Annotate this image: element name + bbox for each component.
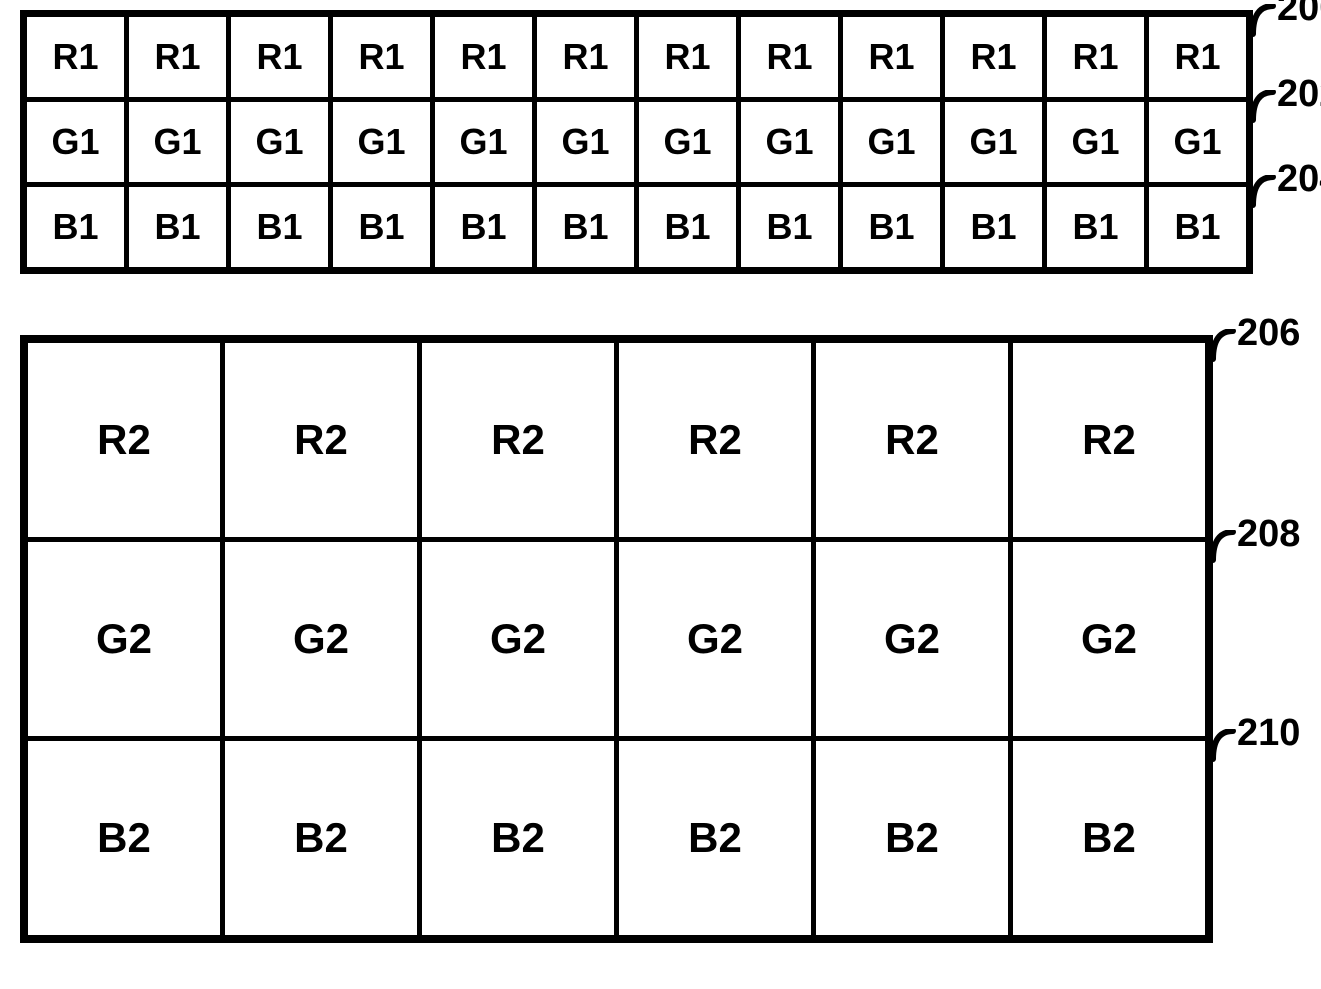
cell: R1 [127, 14, 229, 100]
cell: G2 [617, 540, 814, 739]
cell: R2 [420, 339, 617, 540]
cell: B2 [420, 739, 617, 940]
cell: G1 [24, 100, 127, 185]
cell: R1 [1147, 14, 1250, 100]
callout-hook-icon [1251, 4, 1277, 38]
callout-204: 204 [1251, 175, 1277, 209]
callout-hook-icon [1251, 175, 1277, 209]
cell: G2 [420, 540, 617, 739]
cell: R1 [1045, 14, 1147, 100]
cell: G1 [535, 100, 637, 185]
callout-206: 206 [1211, 329, 1237, 363]
cell: G2 [223, 540, 420, 739]
cell: B1 [943, 185, 1045, 271]
cell: B1 [127, 185, 229, 271]
cell: R1 [229, 14, 331, 100]
cell: G2 [1011, 540, 1210, 739]
cell: G1 [841, 100, 943, 185]
cell: G1 [1147, 100, 1250, 185]
cell: G1 [739, 100, 841, 185]
callout-208: 208 [1211, 530, 1237, 564]
grid2-row-g: G2 G2 G2 G2 G2 G2 [24, 540, 1209, 739]
callout-number: 206 [1237, 312, 1300, 355]
cell: B2 [24, 739, 223, 940]
cell: R1 [637, 14, 739, 100]
pixel-grid-1: R1 R1 R1 R1 R1 R1 R1 R1 R1 R1 R1 R1 G1 G… [20, 10, 1253, 274]
callout-number: 204 [1277, 158, 1321, 201]
grid2-row-r: R2 R2 R2 R2 R2 R2 [24, 339, 1209, 540]
cell: B1 [841, 185, 943, 271]
callout-202: 202 [1251, 90, 1277, 124]
grid1-row-b: B1 B1 B1 B1 B1 B1 B1 B1 B1 B1 B1 B1 [24, 185, 1250, 271]
callout-hook-icon [1211, 329, 1237, 363]
cell: R1 [739, 14, 841, 100]
cell: B1 [24, 185, 127, 271]
cell: G1 [433, 100, 535, 185]
cell: R2 [814, 339, 1011, 540]
grid2-row-b: B2 B2 B2 B2 B2 B2 [24, 739, 1209, 940]
callout-number: 202 [1277, 73, 1321, 116]
cell: B1 [331, 185, 433, 271]
callout-number: 200 [1277, 0, 1321, 30]
cell: R1 [841, 14, 943, 100]
cell: R2 [1011, 339, 1210, 540]
cell: R2 [617, 339, 814, 540]
cell: R1 [24, 14, 127, 100]
cell: G2 [24, 540, 223, 739]
grid1-row-r: R1 R1 R1 R1 R1 R1 R1 R1 R1 R1 R1 R1 [24, 14, 1250, 100]
cell: G1 [943, 100, 1045, 185]
cell: R2 [24, 339, 223, 540]
cell: G1 [127, 100, 229, 185]
callout-210: 210 [1211, 729, 1237, 763]
pixel-grid-2: R2 R2 R2 R2 R2 R2 G2 G2 G2 G2 G2 G2 B2 B… [20, 335, 1213, 943]
cell: R1 [331, 14, 433, 100]
cell: B1 [739, 185, 841, 271]
cell: G2 [814, 540, 1011, 739]
grid2-body: R2 R2 R2 R2 R2 R2 G2 G2 G2 G2 G2 G2 B2 B… [24, 339, 1209, 939]
cell: R2 [223, 339, 420, 540]
cell: B1 [1147, 185, 1250, 271]
cell: B2 [814, 739, 1011, 940]
cell: B1 [1045, 185, 1147, 271]
cell: B1 [535, 185, 637, 271]
cell: B1 [433, 185, 535, 271]
cell: R1 [535, 14, 637, 100]
cell: G1 [1045, 100, 1147, 185]
cell: G1 [229, 100, 331, 185]
cell: B1 [229, 185, 331, 271]
cell: B2 [1011, 739, 1210, 940]
grid1-body: R1 R1 R1 R1 R1 R1 R1 R1 R1 R1 R1 R1 G1 G… [24, 14, 1250, 271]
callout-hook-icon [1251, 90, 1277, 124]
cell: B2 [617, 739, 814, 940]
callout-number: 210 [1237, 712, 1300, 755]
callout-200: 200 [1251, 4, 1277, 38]
grid1-row-g: G1 G1 G1 G1 G1 G1 G1 G1 G1 G1 G1 G1 [24, 100, 1250, 185]
callout-number: 208 [1237, 513, 1300, 556]
cell: B1 [637, 185, 739, 271]
cell: G1 [331, 100, 433, 185]
cell: B2 [223, 739, 420, 940]
cell: G1 [637, 100, 739, 185]
cell: R1 [943, 14, 1045, 100]
callout-hook-icon [1211, 729, 1237, 763]
callout-hook-icon [1211, 530, 1237, 564]
cell: R1 [433, 14, 535, 100]
